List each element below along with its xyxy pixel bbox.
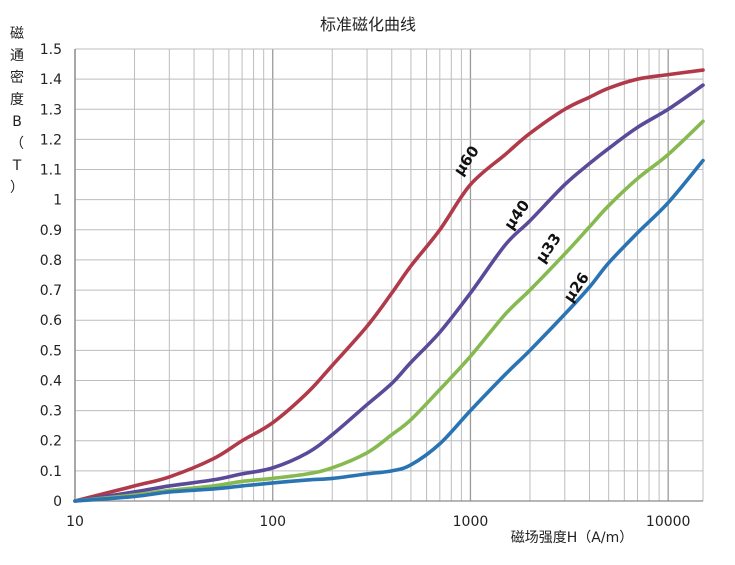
series-label: μ40 bbox=[500, 197, 533, 233]
series-layer bbox=[73, 68, 705, 503]
y-tick-label: 1.5 bbox=[40, 42, 62, 58]
y-tick-label: 0.6 bbox=[40, 313, 62, 329]
x-tick-label: 10 bbox=[66, 514, 84, 530]
series-label: μ60 bbox=[450, 142, 483, 178]
series-line bbox=[73, 158, 705, 503]
y-tick-label: 1.3 bbox=[40, 102, 62, 118]
y-axis-title-char: 密 bbox=[10, 69, 24, 86]
y-tick-label: 1.4 bbox=[40, 72, 62, 88]
x-tick-label: 10000 bbox=[646, 514, 691, 530]
y-axis-title-char: T bbox=[12, 158, 22, 174]
axis-layer: 0 0.1 0.2 0.3 0.4 0.5 0.6 0.7 0.8 0.9 1 1.1 1.2 1.3 1.… bbox=[40, 42, 703, 530]
x-tick-label: 1000 bbox=[453, 514, 489, 530]
y-tick-label: 1.2 bbox=[40, 132, 62, 148]
y-tick-label: 0.1 bbox=[40, 464, 62, 480]
y-axis-title-char: 通 bbox=[10, 48, 24, 64]
y-axis-title-char: （ bbox=[10, 136, 24, 152]
x-tick-label: 100 bbox=[259, 514, 286, 530]
y-tick-label: 0.8 bbox=[40, 253, 62, 269]
series-line bbox=[73, 119, 705, 503]
x-axis-title: 磁场强度H（A/m） bbox=[511, 530, 633, 546]
y-tick-label: 0.4 bbox=[40, 373, 62, 389]
series-line bbox=[73, 83, 705, 503]
y-axis-title-char: ） bbox=[10, 180, 24, 196]
y-tick-label: 0 bbox=[53, 494, 62, 510]
y-tick-label: 1 bbox=[53, 193, 62, 209]
y-tick-label: 0.9 bbox=[40, 223, 62, 239]
series-line bbox=[73, 68, 705, 503]
y-axis-title-char: 磁 bbox=[10, 26, 24, 42]
y-tick-label: 0.5 bbox=[40, 343, 62, 359]
y-tick-label: 0.2 bbox=[40, 434, 62, 450]
chart-title: 标准磁化曲线 bbox=[320, 15, 416, 34]
y-axis-title-char: B bbox=[12, 114, 22, 130]
y-tick-label: 0.7 bbox=[40, 283, 62, 299]
y-axis-title-char: 度 bbox=[10, 92, 24, 108]
grid-layer bbox=[74, 48, 704, 502]
y-tick-label: 1.1 bbox=[40, 163, 62, 179]
y-tick-label: 0.3 bbox=[40, 404, 62, 420]
